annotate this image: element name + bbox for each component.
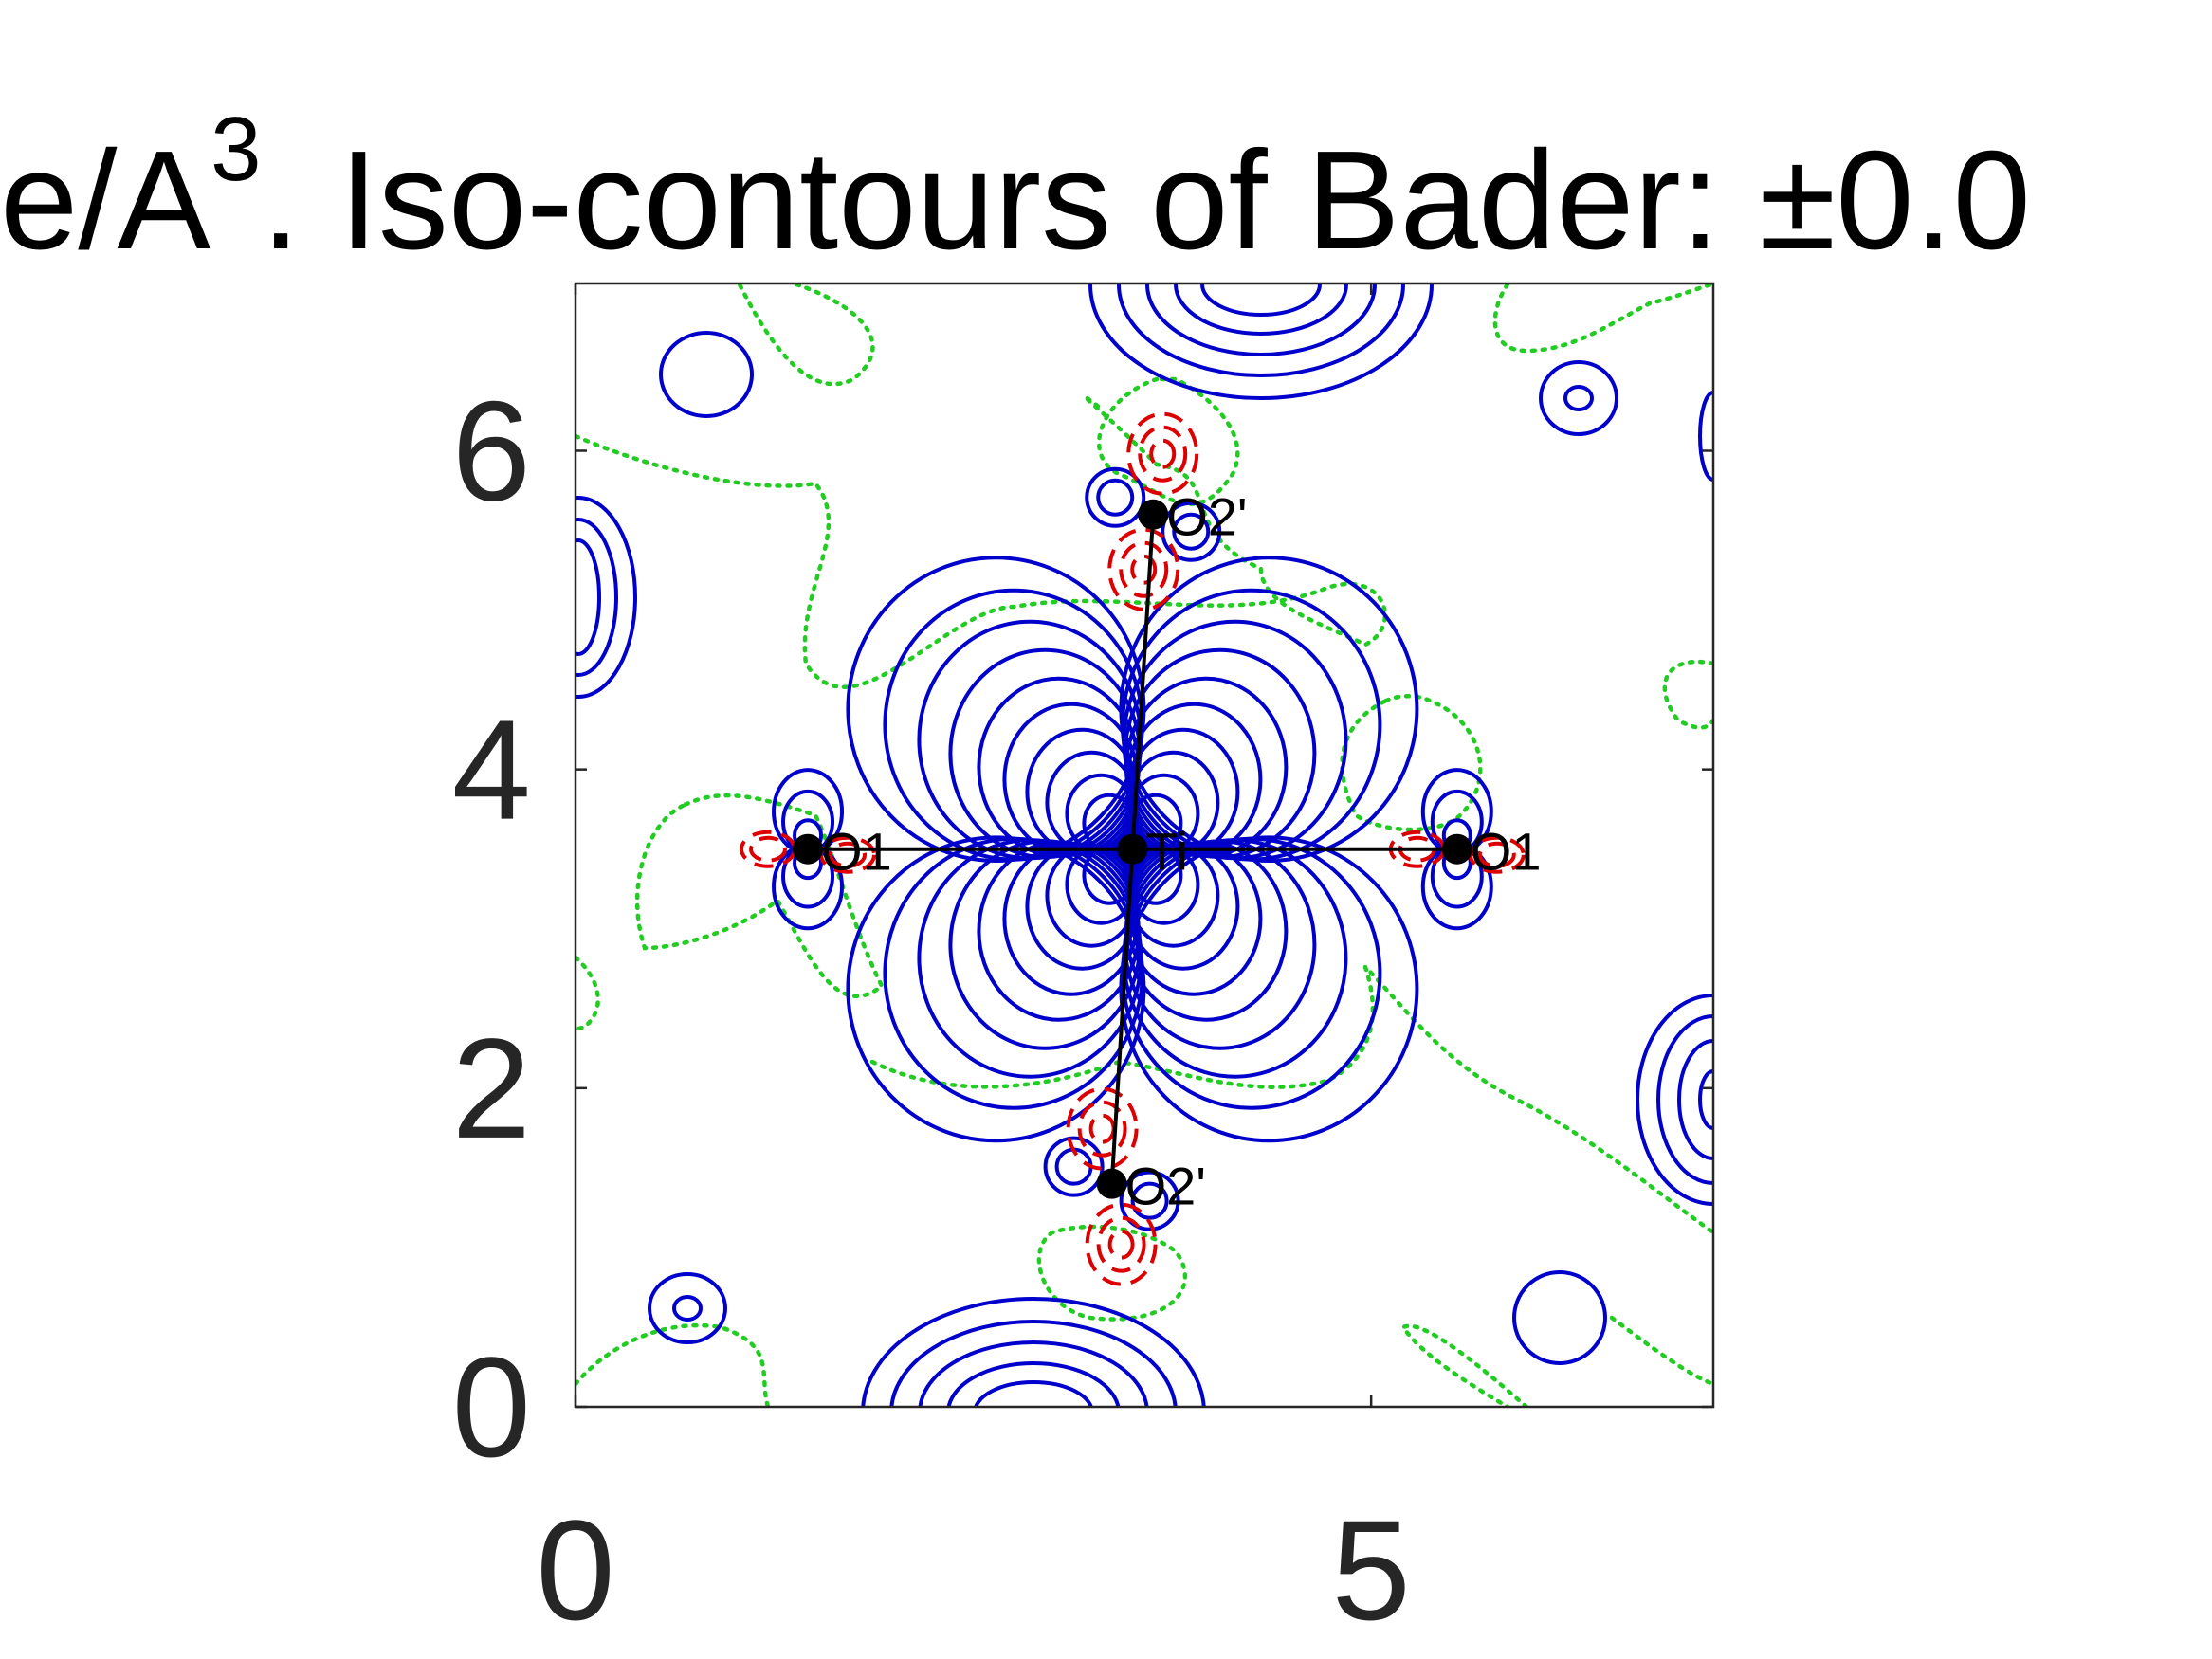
o1-negative-contour: [829, 841, 868, 868]
title-suffix: . Iso-contours of Bader: ±0.0: [262, 122, 2031, 279]
zero-contour: [1609, 1315, 1713, 1387]
ti-lobe-contour: [1082, 845, 1137, 905]
atom-label: Ti: [1145, 822, 1188, 882]
zero-contour: [1399, 1323, 1529, 1407]
neighbour-contour: [861, 1297, 1206, 1407]
o1-negative-contour: [1477, 841, 1516, 868]
neighbour-contour: [1698, 1069, 1713, 1130]
neighbour-contour: [889, 1320, 1178, 1407]
y-tick-label: 4: [452, 690, 531, 849]
atom-marker: [793, 833, 824, 865]
neighbour-contour: [1636, 994, 1713, 1206]
zero-contour: [737, 283, 875, 387]
neighbour-contour: [576, 538, 601, 656]
o2-negative-contour: [1126, 411, 1199, 496]
ti-lobe-contour: [1128, 793, 1183, 853]
zero-contour: [576, 955, 600, 1031]
o2-negative-contour: [1138, 425, 1188, 483]
zero-contour: [1492, 283, 1713, 354]
o2-lobe-contour: [1119, 1170, 1180, 1231]
chart-title: e/A3. Iso-contours of Bader: ±0.0: [0, 99, 2031, 279]
o2-negative-contour: [1130, 554, 1158, 585]
neighbour-contour: [672, 1295, 703, 1322]
o2-lobe-contour: [1161, 501, 1222, 562]
ti-lobe-contour: [1065, 844, 1138, 925]
o2-negative-contour: [1119, 540, 1169, 598]
y-tick-label: 2: [452, 1009, 531, 1168]
zero-contour: [869, 965, 1713, 1235]
neighbour-contour: [1677, 1039, 1713, 1160]
o1-negative-contour: [749, 835, 788, 863]
neighbour-contour: [918, 1340, 1149, 1407]
neighbour-contour: [1539, 360, 1618, 436]
o2-negative-contour: [1107, 527, 1180, 611]
bond-line: [1130, 514, 1156, 849]
zero-contour: [1340, 694, 1483, 832]
plot-frame: [574, 282, 1715, 1409]
o2-lobe-contour: [1172, 512, 1211, 551]
y-tick-label: 6: [452, 371, 531, 530]
o2-negative-contour: [1077, 1100, 1127, 1158]
y-tick-label: 0: [452, 1327, 531, 1486]
negative-contours: [740, 411, 1526, 1286]
o2-lobe-contour: [1054, 1147, 1093, 1186]
o2-negative-contour: [1088, 1113, 1116, 1144]
atom-marker: [1117, 833, 1148, 865]
o2-negative-contour: [1066, 1086, 1139, 1171]
neighbour-contour: [1698, 391, 1713, 482]
neighbour-contour: [659, 331, 754, 418]
zero-contour: [1036, 1224, 1188, 1322]
o2-lobe-contour: [1085, 466, 1146, 528]
bonds: [808, 514, 1457, 1184]
x-tick-label: 0: [536, 1490, 614, 1650]
atom-label: O2': [1166, 487, 1247, 547]
neighbour-contour: [946, 1361, 1121, 1407]
neighbour-contour: [973, 1380, 1094, 1407]
x-tick-label: 5: [1331, 1490, 1410, 1650]
atom-label: O1: [1471, 822, 1542, 882]
atom-marker: [1096, 1168, 1127, 1199]
o2-lobe-contour: [1043, 1136, 1105, 1197]
contour-field: [576, 283, 1713, 1407]
zero-contour: [576, 1322, 771, 1407]
zero-contour: [1662, 659, 1713, 730]
atom-marker: [1138, 499, 1169, 530]
neighbour-contour: [576, 496, 637, 699]
title-superscript: 3: [210, 99, 261, 200]
o2-negative-contour: [1085, 1202, 1158, 1286]
neighbour-contour: [1563, 385, 1594, 411]
o2-lobe-contour: [1130, 1181, 1169, 1220]
neighbour-contour: [648, 1272, 727, 1344]
zero-contour: [634, 793, 885, 999]
o2-negative-contour: [1107, 1229, 1135, 1260]
neighbour-contour: [576, 518, 618, 677]
atoms: Ti O1 O1 O2' O2': [793, 487, 1541, 1216]
zero-contour: [1096, 376, 1240, 506]
o2-negative-contour: [1149, 438, 1177, 469]
atom-label: O1: [821, 822, 892, 882]
o2-negative-contour: [1096, 1215, 1146, 1273]
o2-lobe-contour: [1096, 478, 1135, 517]
neighbour-contour: [1512, 1270, 1607, 1365]
zero-contour: [576, 394, 1388, 689]
ti-lobe-contour: [1127, 773, 1200, 854]
neighbour-contour: [1656, 1014, 1713, 1185]
atom-label: O2': [1125, 1157, 1206, 1216]
title-prefix: e/A: [0, 122, 210, 279]
bond-line: [1109, 848, 1135, 1184]
atom-marker: [1441, 833, 1472, 865]
y-axis: 0 2 4 6: [452, 371, 1713, 1486]
